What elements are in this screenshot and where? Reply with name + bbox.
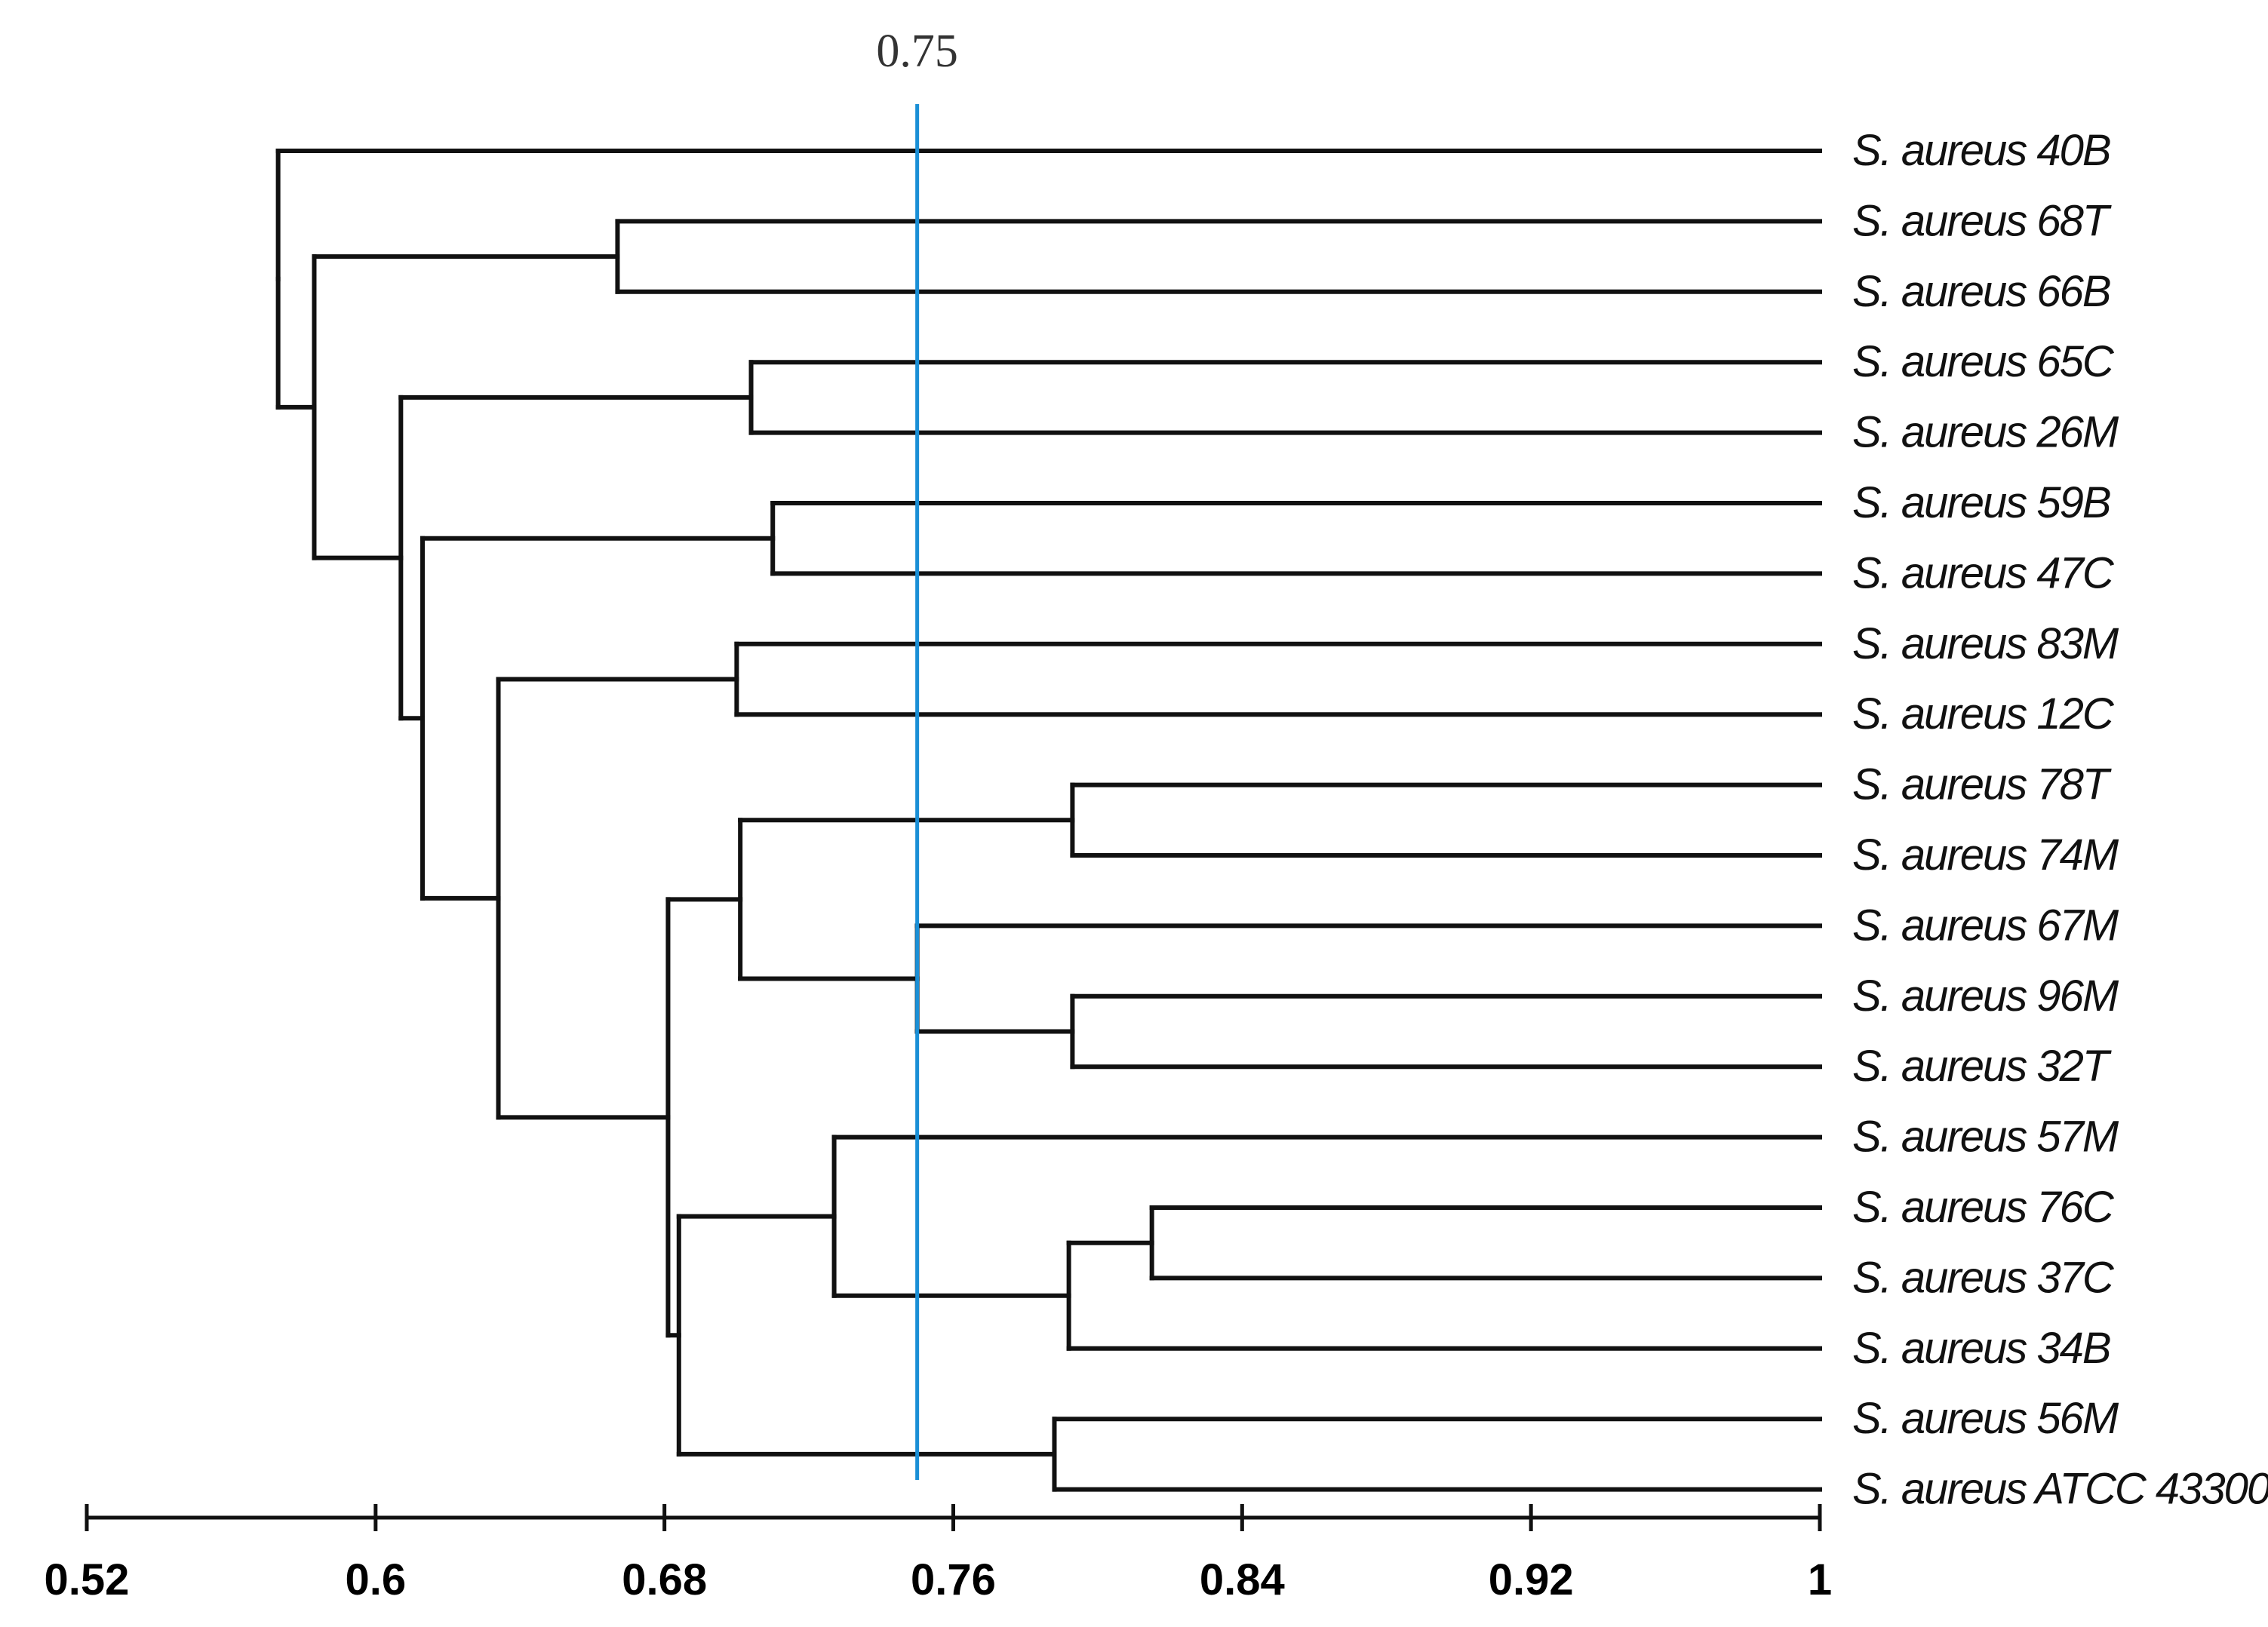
leaf-label: S. aureus 83M [1852, 619, 2119, 668]
x-axis: 0.52 0.6 0.68 0.76 0.84 0.92 1 [45, 1504, 1832, 1604]
leaf-label: S. aureus 12C [1852, 689, 2115, 738]
leaf-label: S. aureus 74M [1852, 830, 2119, 880]
leaf-label: S. aureus 32T [1852, 1042, 2112, 1091]
leaf-label: S. aureus 37C [1852, 1253, 2115, 1302]
leaf-label: S. aureus 34B [1852, 1324, 2110, 1373]
leaf-label: S. aureus 66B [1852, 267, 2110, 316]
leaf-label: S. aureus 96M [1852, 972, 2119, 1021]
cutoff-label: 0.75 [876, 26, 958, 77]
leaf-label: S. aureus 40B [1852, 126, 2110, 175]
x-tick-label: 0.84 [1200, 1555, 1285, 1604]
leaf-label: S. aureus ATCC 43300 [1852, 1465, 2268, 1514]
leaf-labels: S. aureus 40B S. aureus 68T S. aureus 66B S… [1852, 126, 2268, 1514]
x-tick-label: 0.92 [1489, 1555, 1574, 1604]
leaf-label: S. aureus 26M [1852, 408, 2119, 457]
leaf-label: S. aureus 78T [1852, 760, 2112, 809]
dendrogram-branches [275, 149, 1822, 1492]
x-tick-label: 0.52 [45, 1555, 130, 1604]
x-tick-label: 0.6 [346, 1555, 407, 1604]
x-tick-label: 0.68 [622, 1555, 707, 1604]
leaf-label: S. aureus 47C [1852, 548, 2115, 597]
leaf-label: S. aureus 59B [1852, 478, 2110, 527]
leaf-label: S. aureus 56M [1852, 1394, 2119, 1443]
leaf-label: S. aureus 57M [1852, 1113, 2119, 1162]
leaf-label: S. aureus 67M [1852, 901, 2119, 950]
x-tick-label: 1 [1808, 1555, 1832, 1604]
x-tick-label: 0.76 [911, 1555, 996, 1604]
leaf-label: S. aureus 65C [1852, 337, 2115, 386]
leaf-label: S. aureus 68T [1852, 196, 2112, 245]
leaf-label: S. aureus 76C [1852, 1183, 2115, 1232]
